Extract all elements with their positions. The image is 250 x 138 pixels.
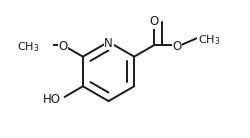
Text: O: O [58, 40, 68, 53]
Text: CH$_3$: CH$_3$ [198, 33, 220, 47]
Text: O: O [150, 15, 159, 28]
Text: CH$_3$: CH$_3$ [16, 40, 39, 54]
Text: N: N [104, 37, 113, 50]
Text: HO: HO [43, 93, 61, 106]
Text: O: O [172, 40, 182, 53]
